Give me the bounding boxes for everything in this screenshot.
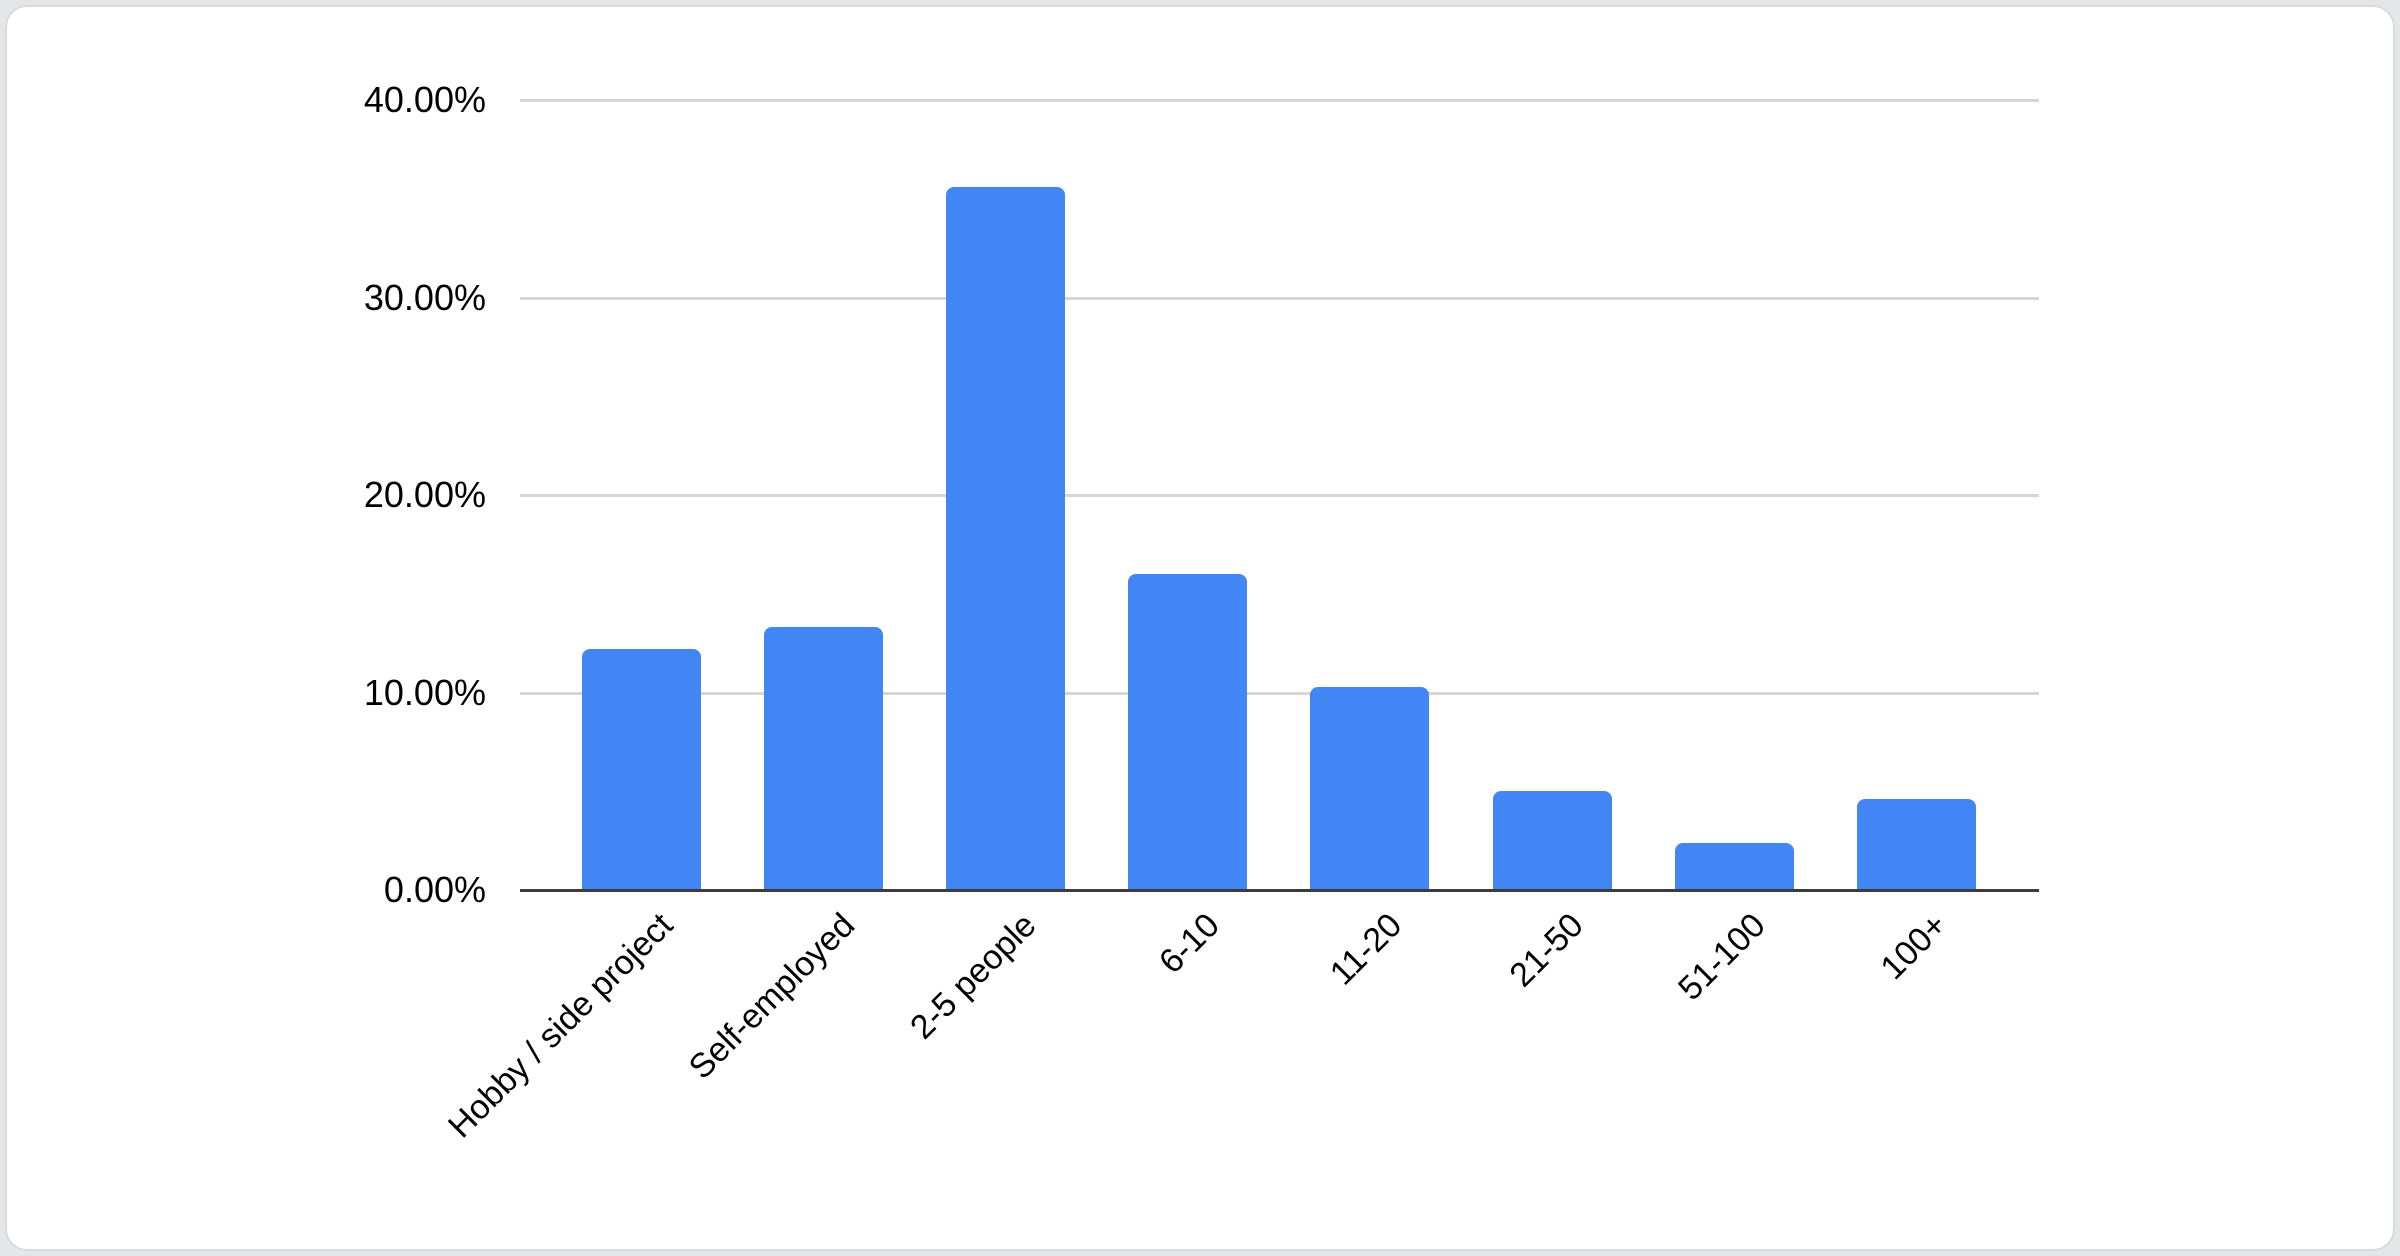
x-axis-category-label: 51-100 [1671, 906, 1773, 1008]
x-axis-baseline [520, 889, 2039, 892]
x-axis-category-label: 21-50 [1502, 906, 1591, 995]
x-axis-category-label: 6-10 [1151, 906, 1227, 981]
bar-100- [1857, 799, 1976, 890]
bar-21-50 [1493, 791, 1612, 890]
gridline [520, 99, 2039, 102]
bar-hobby-side-project [582, 649, 701, 890]
bar-self-employed [764, 627, 883, 890]
bar-chart-plot-area: Hobby / side project Self-employed 2-5 peo… [441, 99, 2039, 1145]
bar-11-20 [1310, 687, 1429, 890]
y-axis-tick-label: 20.00% [363, 474, 486, 515]
bar-6-10 [1128, 574, 1247, 890]
gridline [520, 296, 2039, 300]
x-axis-category-label: Hobby / side project [440, 906, 680, 1146]
x-axis-category-label: 100+ [1873, 906, 1955, 988]
x-axis-category-label: Self-employed [681, 906, 862, 1087]
x-axis-category-label: 2-5 people [903, 906, 1044, 1047]
y-axis-tick-label: 0.00% [383, 869, 486, 910]
bar-2-5-people [946, 187, 1065, 890]
chart-card: Hobby / side project Self-employed 2-5 peo… [5, 5, 2395, 1251]
y-axis-tick-label: 40.00% [363, 79, 486, 120]
gridline [520, 691, 2039, 695]
x-axis-category-label: 11-20 [1322, 906, 1409, 993]
y-axis-tick-label: 10.00% [363, 671, 486, 713]
gridline [520, 494, 2039, 497]
y-axis-tick-label: 30.00% [363, 276, 486, 318]
bar-51-100 [1675, 843, 1794, 890]
